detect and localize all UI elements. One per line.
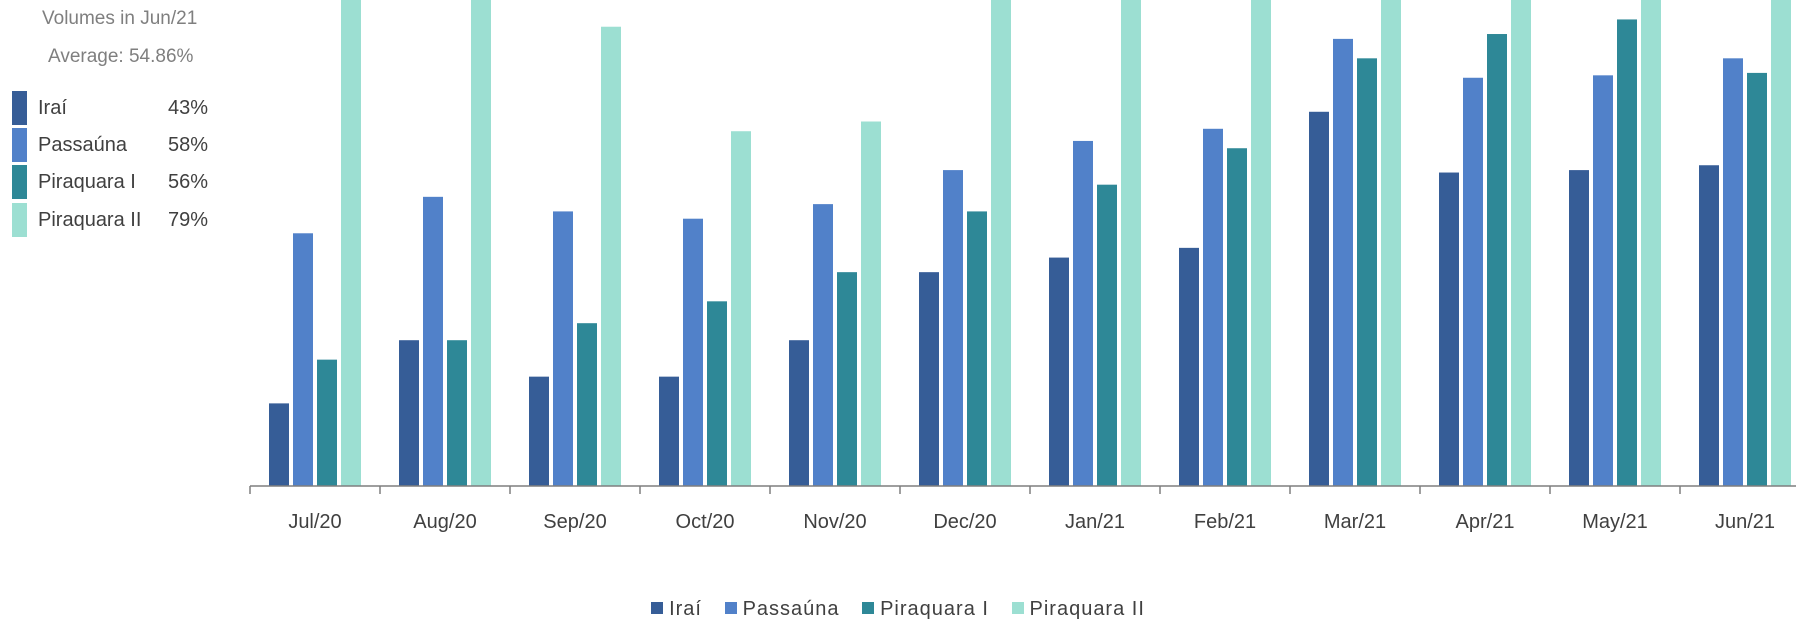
volume-name: Iraí <box>38 97 67 119</box>
legend-item-piraquara-ii: Piraquara II <box>1011 598 1145 621</box>
bars-group <box>269 0 1791 487</box>
x-ticks-group <box>249 486 1681 494</box>
bar-nov-20-series-0 <box>789 340 809 486</box>
volume-name: Piraquara I <box>38 171 136 193</box>
bar-feb-21-series-1 <box>1203 128 1223 487</box>
x-tick-label: Jun/21 <box>1715 511 1775 533</box>
volume-percent: 79% <box>168 209 209 231</box>
bar-feb-21-series-2 <box>1227 148 1247 487</box>
bar-dec-20-series-1 <box>943 170 963 486</box>
volumes-title: Volumes in Jun/21 <box>42 8 198 29</box>
legend-label: Passaúna <box>742 598 840 620</box>
bar-apr-21-series-3 <box>1511 0 1531 486</box>
x-tick-label: Dec/20 <box>933 511 996 533</box>
volume-swatch <box>12 203 27 237</box>
bar-mar-21-series-3 <box>1381 0 1401 486</box>
volume-row-irai: Iraí 43% <box>12 91 222 125</box>
bar-jan-21-series-2 <box>1097 184 1117 486</box>
x-tick-label: Nov/20 <box>803 511 866 533</box>
volume-percent: 43% <box>168 97 209 119</box>
bar-jun-21-series-3 <box>1771 0 1791 486</box>
bar-may-21-series-0 <box>1569 170 1589 486</box>
x-tick-label: May/21 <box>1582 511 1648 533</box>
bar-jul-20-series-3 <box>341 0 361 486</box>
bar-apr-21-series-2 <box>1487 34 1507 487</box>
legend-label: Iraí <box>669 598 702 620</box>
bar-jun-21-series-1 <box>1723 58 1743 486</box>
bar-apr-21-series-1 <box>1463 77 1483 486</box>
x-tick-labels-group: Jul/20 Aug/20 Sep/20 Oct/20 Nov/20 Dec/20 Jan/… <box>288 511 1775 533</box>
bar-dec-20-series-0 <box>919 272 939 486</box>
volume-percent: 58% <box>168 134 209 156</box>
volumes-average: Average: 54.86% <box>48 46 194 67</box>
bar-dec-20-series-3 <box>991 0 1011 486</box>
bar-dec-20-series-2 <box>967 211 987 486</box>
volume-swatch <box>12 91 27 125</box>
legend-label: Piraquara I <box>880 598 989 620</box>
bar-oct-20-series-3 <box>731 131 751 486</box>
bar-jul-20-series-2 <box>317 359 337 486</box>
bar-may-21-series-3 <box>1641 0 1661 486</box>
bar-jan-21-series-1 <box>1073 140 1093 486</box>
volume-row-piraquara-i: Piraquara I 56% <box>12 165 222 199</box>
bar-oct-20-series-1 <box>683 218 703 486</box>
x-tick-label: Feb/21 <box>1194 511 1256 533</box>
bar-jun-21-series-2 <box>1747 72 1767 487</box>
legend-swatch <box>1011 602 1024 614</box>
legend-item-piraquara-i: Piraquara I <box>862 598 989 621</box>
volume-percent: 56% <box>168 171 209 193</box>
bar-sep-20-series-1 <box>553 211 573 486</box>
bar-feb-21-series-3 <box>1251 0 1271 486</box>
bar-oct-20-series-2 <box>707 301 727 486</box>
bar-jan-21-series-3 <box>1121 0 1141 486</box>
volume-row-piraquara-ii: Piraquara II 79% <box>12 203 222 237</box>
bar-apr-21-series-0 <box>1439 172 1459 486</box>
bar-nov-20-series-3 <box>861 121 881 486</box>
x-tick-label: Mar/21 <box>1324 511 1386 533</box>
x-tick-label: Jan/21 <box>1065 511 1125 533</box>
x-tick-label: Sep/20 <box>543 511 606 533</box>
volume-row-passauna: Passaúna 58% <box>12 128 222 162</box>
bar-jan-21-series-0 <box>1049 257 1069 486</box>
bar-aug-20-series-2 <box>447 340 467 486</box>
legend-item-irai: Iraí <box>651 598 702 621</box>
chart-legend: Iraí Passaúna Piraquara I Piraquara II <box>0 598 1796 621</box>
bar-mar-21-series-0 <box>1309 111 1329 486</box>
legend-swatch <box>724 602 737 614</box>
bar-may-21-series-1 <box>1593 75 1613 486</box>
volume-swatch <box>12 165 27 199</box>
bar-jul-20-series-0 <box>269 403 289 486</box>
bar-feb-21-series-0 <box>1179 247 1199 486</box>
legend-swatch <box>862 602 875 614</box>
x-tick-label: Aug/20 <box>413 511 476 533</box>
bar-mar-21-series-1 <box>1333 38 1353 486</box>
bar-aug-20-series-0 <box>399 340 419 486</box>
x-tick-label: Jul/20 <box>288 511 341 533</box>
x-tick-label: Apr/21 <box>1456 511 1515 533</box>
bar-jun-21-series-0 <box>1699 165 1719 487</box>
legend-swatch <box>651 602 664 614</box>
volume-swatch <box>12 128 27 162</box>
x-tick-label: Oct/20 <box>676 511 735 533</box>
bar-nov-20-series-2 <box>837 272 857 486</box>
bar-mar-21-series-2 <box>1357 58 1377 486</box>
bar-aug-20-series-1 <box>423 196 443 486</box>
bar-sep-20-series-2 <box>577 323 597 486</box>
bar-oct-20-series-0 <box>659 376 679 486</box>
bar-sep-20-series-0 <box>529 376 549 486</box>
volume-name: Passaúna <box>38 134 127 156</box>
legend-label: Piraquara II <box>1029 598 1145 620</box>
bar-aug-20-series-3 <box>471 0 491 486</box>
volume-name: Piraquara II <box>38 209 142 231</box>
bar-may-21-series-2 <box>1617 19 1637 486</box>
legend-item-passauna: Passaúna <box>724 598 840 621</box>
bar-sep-20-series-3 <box>601 26 621 486</box>
bar-jul-20-series-1 <box>293 233 313 486</box>
bar-nov-20-series-1 <box>813 204 833 486</box>
